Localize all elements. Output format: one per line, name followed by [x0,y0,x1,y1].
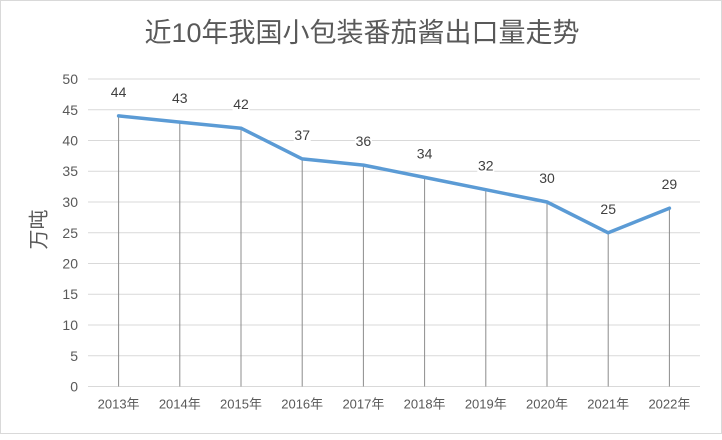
svg-text:50: 50 [62,71,78,87]
svg-text:37: 37 [294,127,310,143]
svg-text:15: 15 [62,286,78,302]
svg-text:0: 0 [70,379,78,395]
svg-text:2015年: 2015年 [220,397,262,412]
svg-text:25: 25 [600,201,616,217]
svg-text:29: 29 [662,176,678,192]
svg-text:40: 40 [62,133,78,149]
svg-text:2022年: 2022年 [648,397,690,412]
svg-text:43: 43 [172,90,188,106]
svg-text:10: 10 [62,317,78,333]
svg-text:2020年: 2020年 [526,397,568,412]
svg-text:34: 34 [417,145,433,161]
svg-text:2019年: 2019年 [465,397,507,412]
svg-text:44: 44 [111,84,127,100]
svg-text:2021年: 2021年 [587,397,629,412]
svg-text:5: 5 [70,348,78,364]
svg-text:2016年: 2016年 [281,397,323,412]
svg-text:32: 32 [478,158,494,174]
svg-text:2018年: 2018年 [404,397,446,412]
svg-text:2013年: 2013年 [98,397,140,412]
svg-text:25: 25 [62,225,78,241]
svg-text:2017年: 2017年 [342,397,384,412]
svg-text:36: 36 [356,133,372,149]
svg-text:30: 30 [539,170,555,186]
svg-text:20: 20 [62,256,78,272]
svg-text:45: 45 [62,102,78,118]
svg-text:2014年: 2014年 [159,397,201,412]
svg-text:30: 30 [62,194,78,210]
svg-text:42: 42 [233,96,249,112]
svg-text:35: 35 [62,163,78,179]
